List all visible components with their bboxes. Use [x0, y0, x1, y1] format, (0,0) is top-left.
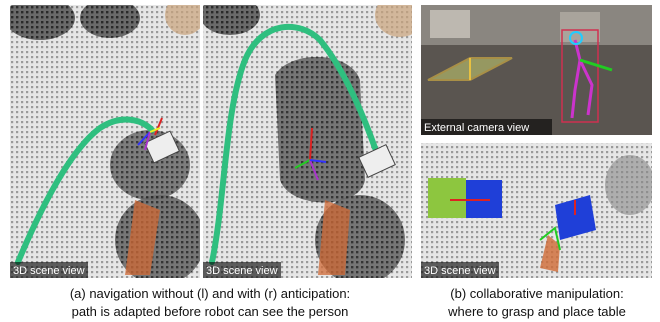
- scene-image-right: [421, 143, 655, 278]
- scene-image-middle: [200, 0, 425, 285]
- figure: 3D scene view 3D scene view External cam…: [0, 0, 660, 322]
- panel-label: 3D scene view: [424, 265, 496, 277]
- caption-line: (a) navigation without (l) and with (r) …: [70, 286, 350, 301]
- caption-line: (b) collaborative manipulation:: [450, 286, 623, 301]
- scene-image-left: [5, 0, 205, 285]
- caption-line: path is adapted before robot can see the…: [72, 304, 349, 319]
- camera-image: [421, 5, 652, 135]
- panel-label: 3D scene view: [206, 265, 278, 277]
- page: {"panels": [ {"label": "3D scene view"},…: [0, 0, 660, 322]
- caption-line: where to grasp and place table: [447, 304, 626, 319]
- panel-label: External camera view: [424, 122, 529, 134]
- panel-label: 3D scene view: [13, 265, 85, 277]
